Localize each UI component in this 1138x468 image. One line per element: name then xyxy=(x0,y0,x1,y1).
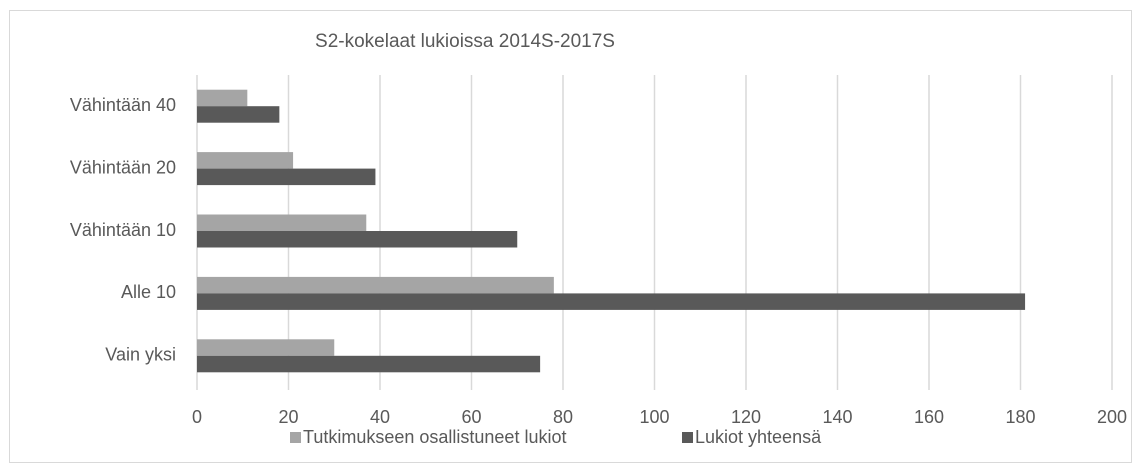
legend-swatch xyxy=(290,432,301,443)
x-tick-label: 160 xyxy=(914,407,944,427)
x-tick-label: 200 xyxy=(1097,407,1127,427)
x-tick-label: 20 xyxy=(278,407,298,427)
x-tick-label: 120 xyxy=(731,407,761,427)
bar xyxy=(197,89,248,107)
y-tick-label: Vain yksi xyxy=(105,345,176,365)
bar xyxy=(197,106,280,123)
x-tick-label: 100 xyxy=(639,407,669,427)
bar xyxy=(197,276,554,294)
bar xyxy=(197,168,376,186)
bar xyxy=(197,152,294,169)
x-tick-label: 40 xyxy=(370,407,390,427)
x-tick-label: 180 xyxy=(1005,407,1035,427)
chart-title: S2-kokelaat lukioissa 2014S-2017S xyxy=(315,31,615,52)
legend-label: Lukiot yhteensä xyxy=(695,427,822,447)
bar xyxy=(197,231,518,248)
x-tick-label: 80 xyxy=(553,407,573,427)
bar xyxy=(197,339,335,356)
bar xyxy=(197,355,541,373)
y-tick-label: Alle 10 xyxy=(121,282,176,302)
y-tick-label: Vähintään 40 xyxy=(70,95,176,115)
x-tick-label: 0 xyxy=(192,407,202,427)
x-tick-label: 60 xyxy=(461,407,481,427)
bar xyxy=(197,293,1026,310)
legend-label: Tutkimukseen osallistuneet lukiot xyxy=(303,427,566,447)
bar xyxy=(197,214,367,231)
y-tick-label: Vähintään 10 xyxy=(70,220,176,240)
legend-swatch xyxy=(682,432,693,443)
y-tick-label: Vähintään 20 xyxy=(70,157,176,177)
x-tick-label: 140 xyxy=(822,407,852,427)
chart-frame xyxy=(9,10,1132,463)
